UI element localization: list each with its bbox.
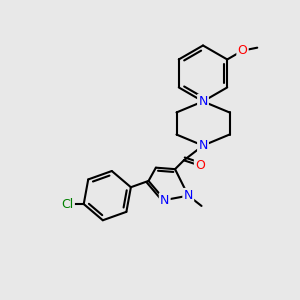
Text: N: N [198, 139, 208, 152]
Text: N: N [184, 189, 193, 202]
Text: O: O [238, 44, 248, 57]
Text: N: N [198, 95, 208, 108]
Text: N: N [160, 194, 169, 207]
Text: O: O [195, 159, 205, 172]
Text: Cl: Cl [61, 198, 74, 211]
